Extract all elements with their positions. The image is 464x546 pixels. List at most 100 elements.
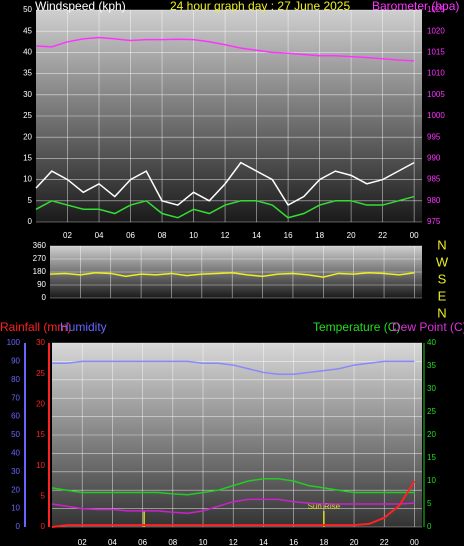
series-line: [35, 36, 415, 62]
x-tick-label: 02: [78, 538, 87, 546]
series-line: [51, 477, 415, 496]
y3-label: Rainfall (mm): [0, 320, 71, 334]
direction-label: E: [438, 288, 447, 303]
y2-tick-label: 1010: [427, 69, 445, 78]
y3-tick-label: 20: [36, 399, 45, 408]
chart-title: 24 hour graph day : 27 June 2025: [170, 0, 350, 13]
y-tick-label: 60: [11, 412, 20, 421]
y-tick-label: 50: [23, 5, 32, 14]
x-tick-label: 18: [315, 231, 324, 240]
y2-tick-label: 1005: [427, 90, 445, 99]
annotation: Sun Rise: [308, 502, 341, 511]
y-tick-label: 360: [33, 241, 47, 250]
x-tick-label: 08: [168, 538, 177, 546]
y2-label: Temperature (C): [313, 320, 400, 334]
y2-tick-label: 10: [427, 476, 436, 485]
y-tick-label: 20: [23, 132, 32, 141]
x-tick-label: 10: [199, 538, 208, 546]
y2-tick-label: 40: [427, 338, 436, 347]
y2-tick-label: 995: [427, 132, 441, 141]
y-tick-label: 5: [28, 196, 33, 205]
direction-label: S: [438, 271, 447, 286]
x-tick-label: 22: [378, 231, 387, 240]
y2-tick-label: 5: [427, 499, 432, 508]
y-tick-label: 100: [7, 338, 21, 347]
y-tick-label: 35: [23, 69, 32, 78]
direction-label: W: [436, 254, 449, 269]
y-tick-label: 30: [11, 467, 20, 476]
x-tick-label: 06: [126, 231, 135, 240]
y3-tick-label: 0: [41, 522, 46, 531]
x-tick-label: 16: [284, 231, 293, 240]
y-tick-label: 15: [23, 154, 32, 163]
direction-label: N: [437, 305, 446, 320]
y2-tick-label: 1025: [427, 5, 445, 14]
y-tick-label: 50: [11, 430, 20, 439]
x-tick-label: 16: [289, 538, 298, 546]
series-line: [49, 271, 415, 278]
x-tick-label: 00: [410, 538, 419, 546]
y3-tick-label: 15: [36, 430, 45, 439]
y-tick-label: 45: [23, 26, 32, 35]
y-tick-label: 0: [28, 217, 33, 226]
y2-tick-label: 20: [427, 430, 436, 439]
y2-tick-label: 1020: [427, 26, 445, 35]
y-tick-label: 25: [23, 111, 32, 120]
x-tick-label: 20: [347, 231, 356, 240]
y2-tick-label: 990: [427, 154, 441, 163]
x-tick-label: 02: [63, 231, 72, 240]
x-tick-label: 10: [189, 231, 198, 240]
y-tick-label: 80: [11, 375, 20, 384]
y-tick-label: 90: [37, 280, 46, 289]
y3-tick-label: 5: [41, 491, 46, 500]
y2-tick-label: 0: [427, 522, 432, 531]
x-tick-label: 04: [108, 538, 117, 546]
y-tick-label: 10: [23, 175, 32, 184]
y-tick-label: 10: [11, 504, 20, 513]
x-tick-label: 18: [319, 538, 328, 546]
x-tick-label: 06: [138, 538, 147, 546]
x-tick-label: 20: [350, 538, 359, 546]
y-label: Humidity: [60, 320, 107, 334]
y-tick-label: 270: [33, 254, 47, 263]
series-line: [35, 161, 415, 207]
y-tick-label: 30: [23, 90, 32, 99]
y3-tick-label: 10: [36, 461, 45, 470]
y2-tick-label: 1015: [427, 48, 445, 57]
y-tick-label: 0: [42, 293, 47, 302]
y2-tick-label: 15: [427, 453, 436, 462]
y2-tick-label: 30: [427, 384, 436, 393]
series-line: [35, 195, 415, 219]
y2-label: Barometer (hpa): [372, 0, 459, 13]
y2-tick-label: 985: [427, 175, 441, 184]
x-tick-label: 12: [229, 538, 238, 546]
y-label: Windspeed (kph): [35, 0, 126, 13]
y-tick-label: 40: [23, 48, 32, 57]
x-tick-label: 12: [221, 231, 230, 240]
y2-tick-label: 35: [427, 361, 436, 370]
series-line: [51, 480, 416, 528]
y3-tick-label: 25: [36, 369, 45, 378]
y-tick-label: 70: [11, 393, 20, 402]
y-tick-label: 0: [16, 522, 21, 531]
y3-tick-label: 30: [36, 338, 45, 347]
direction-label: N: [437, 237, 446, 252]
x-tick-label: 14: [252, 231, 261, 240]
y2-tick-label: 1000: [427, 111, 445, 120]
x-tick-label: 04: [95, 231, 104, 240]
y2-tick-label: 25: [427, 407, 436, 416]
x-tick-label: 22: [380, 538, 389, 546]
y-tick-label: 180: [33, 267, 47, 276]
series-line: [51, 498, 415, 514]
y2-tick-label: 980: [427, 196, 441, 205]
y-tick-label: 40: [11, 449, 20, 458]
x-tick-label: 14: [259, 538, 268, 546]
series-line: [52, 360, 415, 376]
x-tick-label: 08: [158, 231, 167, 240]
y-tick-label: 90: [11, 357, 20, 366]
y4-label: Dew Point (C): [392, 320, 464, 334]
x-tick-label: 00: [410, 231, 419, 240]
y-tick-label: 20: [11, 485, 20, 494]
y2-tick-label: 975: [427, 217, 441, 226]
